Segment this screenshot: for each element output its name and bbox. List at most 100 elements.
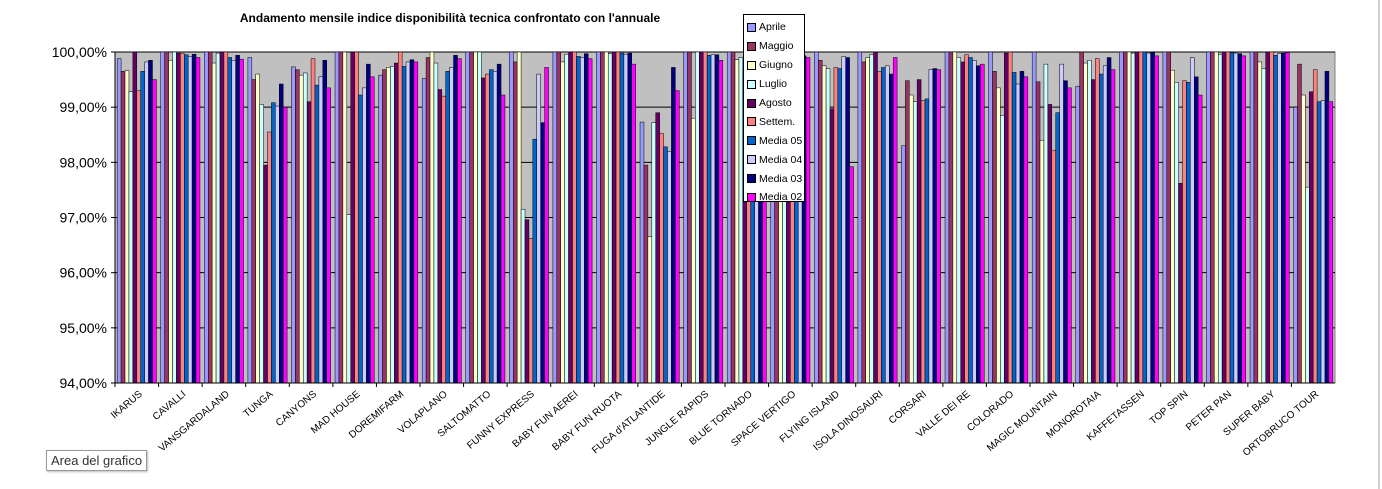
bar-media-04 [667, 151, 672, 384]
bar-giugno [1039, 140, 1045, 384]
bar-luglio [564, 53, 569, 384]
bar-aprile [116, 58, 122, 384]
bar-media-04 [928, 69, 934, 384]
bar-media-02 [980, 63, 985, 384]
legend-swatch [747, 98, 756, 108]
bar-giugno [211, 62, 217, 384]
bar-maggio [992, 71, 997, 384]
bar-maggio [817, 60, 823, 384]
bar-aprile [552, 51, 558, 384]
bar-media-05 [1099, 73, 1104, 384]
legend[interactable]: Aprile Maggio Giugno Luglio Agosto Settem. Med… [743, 14, 805, 203]
bar-settem [1138, 51, 1144, 384]
bar-media-02 [239, 58, 244, 384]
bar-settem [1312, 69, 1318, 384]
y-tick-label: 99,00% [60, 99, 107, 115]
bar-media-04 [405, 61, 411, 384]
bar-media-04 [972, 60, 977, 384]
bar-aprile [334, 51, 340, 384]
bar-settem [397, 51, 403, 384]
chart-area-tooltip: Area del grafico [46, 450, 148, 471]
legend-label: Media 05 [759, 134, 803, 147]
bar-giugno [865, 57, 870, 384]
legend-item[interactable]: Media 05 [744, 131, 804, 150]
bar-media-03 [235, 55, 240, 384]
x-tick-label: FUGA d'ATLANTIDE [590, 389, 668, 457]
legend-label: Media 03 [759, 172, 803, 185]
bar-aprile [683, 51, 688, 384]
bar-maggio [730, 51, 736, 384]
bar-media-04 [1190, 57, 1195, 384]
legend-label: Aprile [759, 21, 786, 34]
bar-media-02 [892, 57, 898, 384]
bar-aprile [465, 51, 470, 384]
bar-media-04 [885, 65, 890, 384]
bar-giugno [168, 60, 173, 384]
bar-media-02 [936, 69, 941, 384]
bar-settem [310, 58, 316, 384]
bar-media-03 [279, 83, 284, 384]
bar-maggio [164, 51, 169, 384]
bar-media-05 [401, 66, 407, 384]
legend-item[interactable]: Maggio [744, 37, 804, 56]
bar-media-04 [187, 56, 193, 384]
x-tick-label: IKARUS [109, 389, 145, 422]
bar-media-02 [282, 106, 288, 384]
bar-media-05 [184, 54, 189, 384]
bar-luglio [1174, 82, 1179, 384]
bar-agosto [350, 51, 355, 384]
bar-aprile [421, 78, 427, 384]
bar-media-03 [1237, 53, 1243, 384]
bar-media-02 [587, 58, 593, 384]
bar-agosto [1004, 52, 1009, 384]
bar-media-03 [191, 53, 197, 384]
legend-label: Settem. [759, 115, 796, 128]
bar-media-03 [889, 73, 894, 384]
bar-media-03 [1019, 71, 1025, 384]
bar-media-04 [1059, 63, 1064, 384]
bar-maggio [120, 71, 126, 384]
bar-media-03 [496, 63, 502, 384]
legend-item[interactable]: Aprile [744, 18, 804, 37]
bar-media-05 [968, 57, 973, 384]
legend-swatch [747, 79, 756, 89]
bar-giugno [1126, 51, 1132, 384]
bar-media-03 [714, 54, 720, 384]
bar-giugno [299, 74, 304, 384]
bar-giugno [909, 94, 914, 384]
bar-agosto [132, 51, 138, 384]
legend-item[interactable]: Settem. [744, 112, 804, 131]
bar-luglio [1043, 63, 1049, 384]
bar-giugno [124, 70, 130, 384]
bar-media-03 [976, 65, 981, 384]
bar-giugno [516, 51, 522, 384]
legend-item[interactable]: Media 03 [744, 169, 804, 188]
bar-media-02 [413, 61, 419, 384]
bar-media-04 [1233, 52, 1239, 384]
legend-item[interactable]: Luglio [744, 75, 804, 94]
bar-agosto [437, 89, 443, 384]
legend-swatch [747, 136, 756, 146]
legend-swatch [747, 117, 756, 127]
bar-settem [920, 100, 926, 384]
legend-swatch [747, 155, 756, 165]
bar-media-05 [445, 71, 450, 384]
bar-media-02 [718, 60, 724, 384]
bar-maggio [469, 51, 474, 384]
legend-item[interactable]: Giugno [744, 56, 804, 75]
bar-luglio [1000, 115, 1005, 384]
legend-item[interactable]: Agosto [744, 94, 804, 113]
bar-aprile [160, 51, 165, 384]
bar-settem [877, 71, 882, 384]
bar-settem [180, 53, 185, 384]
bar-media-02 [805, 57, 811, 384]
legend-item[interactable]: Media 04 [744, 150, 804, 169]
bar-media-02 [675, 90, 680, 384]
bar-agosto [481, 77, 486, 384]
bar-media-05 [1273, 55, 1278, 384]
x-tick-label: ORTOBRUCO TOUR [1241, 389, 1321, 459]
bar-giugno [473, 51, 478, 384]
legend-item[interactable]: Media 02 [744, 188, 804, 207]
bar-agosto [1047, 104, 1053, 384]
bar-aprile [814, 51, 819, 384]
